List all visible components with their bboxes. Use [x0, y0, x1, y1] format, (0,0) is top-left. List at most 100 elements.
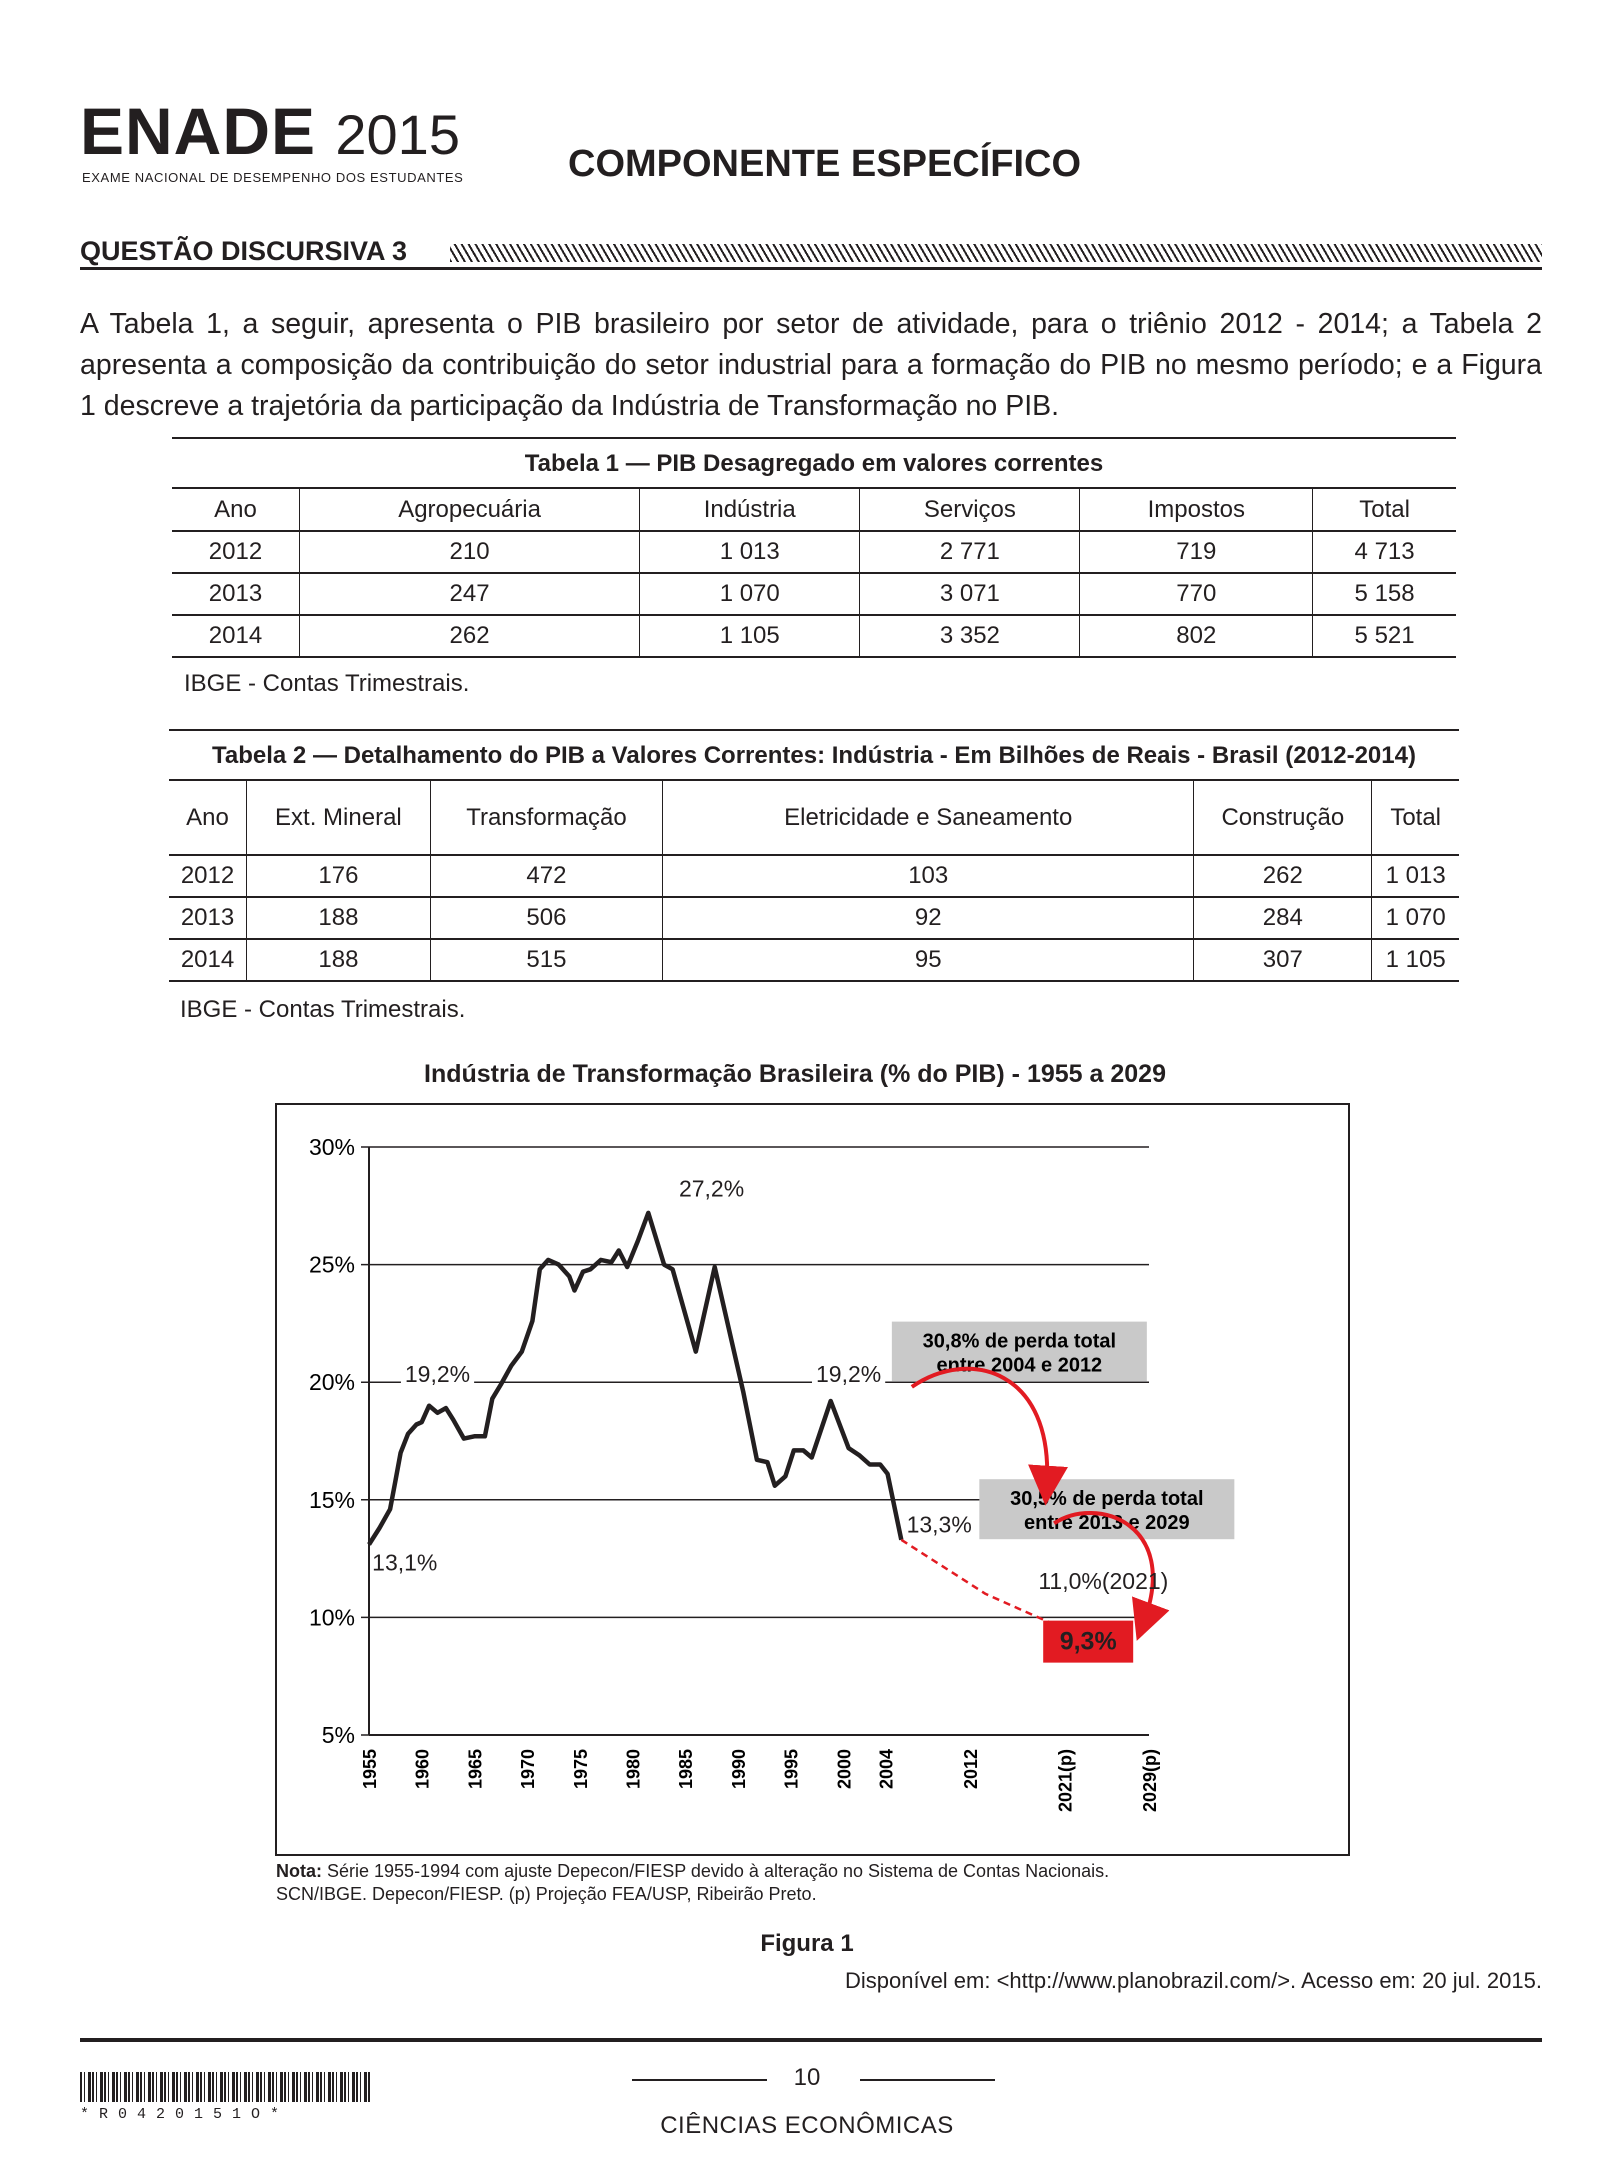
figure-source: Disponível em: <http://www.planobrazil.c…	[844, 1968, 1542, 1993]
chart-title: Indústria de Transformação Brasileira (%…	[424, 1060, 1166, 1088]
y-tick-label: 5%	[322, 1722, 355, 1748]
table-row: 2014 188 515 95 307 1 105	[169, 939, 1459, 982]
table-2-cell-2-2: 515	[429, 939, 663, 982]
line-chart: 30% 25% 20% 15% 10% 5%1955 1960 1965 1970 1975 198…	[309, 1134, 1235, 1812]
table-2-header-0: Ano	[169, 781, 247, 856]
x-tick-label: 2012	[961, 1749, 981, 1789]
x-tick-label: 1975	[571, 1749, 591, 1789]
highlight-box	[1043, 1620, 1134, 1663]
callout-box-1-line-1: 30,8% de perda total	[923, 1331, 1116, 1353]
enade-logo: ENADE 2015	[80, 98, 460, 168]
annotation-label: 13,3%	[907, 1512, 972, 1538]
logo-subtitle: EXAME NACIONAL DE DESEMPENHO DOS ESTUDAN…	[82, 170, 464, 185]
table-2-source: IBGE - Contas Trimestrais.	[180, 996, 466, 1023]
annotation-label: 19,2%	[405, 1361, 470, 1387]
table-1-cell-2-4: 802	[1079, 615, 1313, 658]
logo-year: 2015	[335, 103, 460, 166]
table-1: Tabela 1 — PIB Desagregado em valores co…	[172, 437, 1456, 658]
table-2-header-1: Ext. Mineral	[246, 781, 431, 856]
x-tick-label: 2000	[834, 1749, 854, 1789]
table-row: 2012 176 472 103 262 1 013	[169, 855, 1459, 898]
x-tick-label: 1980	[624, 1749, 644, 1789]
y-tick-label: 30%	[309, 1134, 355, 1160]
table-1-header-2: Indústria	[639, 489, 860, 532]
y-tick-label: 25%	[309, 1252, 355, 1278]
projection-line	[900, 1538, 1066, 1631]
table-2-caption: Tabela 2 — Detalhamento do PIB a Valores…	[169, 729, 1459, 781]
annotation-label: 11,0%(2021)	[1038, 1568, 1168, 1594]
callout-box-2-line-1: 30,5% de perda total	[1010, 1488, 1203, 1510]
table-2-cell-1-5: 1 070	[1371, 897, 1459, 940]
table-1-source: IBGE - Contas Trimestrais.	[184, 670, 470, 697]
table-2-cell-0-4: 262	[1193, 855, 1372, 898]
x-tick-label: 1990	[729, 1749, 749, 1789]
table-1-cell-2-0: 2014	[172, 615, 300, 658]
table-1-cell-2-2: 1 105	[639, 615, 860, 658]
callout-box-2	[979, 1479, 1235, 1540]
y-tick-label: 20%	[309, 1369, 355, 1395]
course-name: CIÊNCIAS ECONÔMICAS	[660, 2112, 954, 2139]
callout-box-1-line-2: entre 2004 e 2012	[937, 1355, 1103, 1377]
table-2-cell-1-1: 188	[246, 897, 431, 940]
table-row: 2013 188 506 92 284 1 070	[169, 897, 1459, 940]
table-1-header-3: Serviços	[859, 489, 1080, 532]
highlight-label: 9,3%	[1060, 1628, 1117, 1656]
x-tick-label: 2029(p)	[1140, 1749, 1160, 1812]
page-number: 10	[793, 2064, 821, 2091]
footer-rule	[80, 2038, 1542, 2042]
table-2-cell-0-0: 2012	[169, 855, 247, 898]
annotation-label: 13,1%	[372, 1549, 437, 1575]
table-1-header-1: Agropecuária	[298, 489, 640, 532]
table-1-cell-0-5: 4 713	[1312, 531, 1456, 574]
table-1-cell-1-0: 2013	[172, 573, 300, 616]
x-tick-label: 1995	[782, 1749, 802, 1789]
table-2-cell-2-5: 1 105	[1371, 939, 1459, 982]
logo-word: ENADE	[80, 94, 317, 168]
table-2-header-2: Transformação	[429, 781, 663, 856]
table-2-cell-2-4: 307	[1193, 939, 1372, 982]
table-1-cell-2-5: 5 521	[1312, 615, 1456, 658]
table-1-header-0: Ano	[172, 489, 300, 532]
table-1-cell-1-2: 1 070	[639, 573, 860, 616]
table-2-cell-0-3: 103	[662, 855, 1194, 898]
table-2-cell-0-1: 176	[246, 855, 431, 898]
hatch-divider	[450, 244, 1542, 262]
table-1-cell-0-1: 210	[298, 531, 640, 574]
annotation-label: 27,2%	[679, 1175, 744, 1201]
x-tick-label: 1955	[360, 1749, 380, 1789]
table-2-header-3: Eletricidade e Saneamento	[662, 781, 1194, 856]
callout-box-1	[891, 1321, 1147, 1382]
x-tick-label: 2021(p)	[1056, 1749, 1076, 1812]
table-1-cell-1-4: 770	[1079, 573, 1313, 616]
note-label: Nota:	[276, 1861, 322, 1881]
table-2-cell-1-0: 2013	[169, 897, 247, 940]
table-1-caption: Tabela 1 — PIB Desagregado em valores co…	[172, 437, 1456, 489]
series-line	[367, 1210, 904, 1546]
x-tick-label: 1970	[518, 1749, 538, 1789]
table-2-cell-0-2: 472	[429, 855, 663, 898]
x-tick-label: 1960	[413, 1749, 433, 1789]
note-text: Série 1955-1994 com ajuste Depecon/FIESP…	[322, 1861, 1110, 1881]
table-row: 2014 262 1 105 3 352 802 5 521	[172, 615, 1456, 658]
arrow-2004-2012	[910, 1366, 1068, 1506]
table-2-header-5: Total	[1371, 781, 1459, 856]
annotation-label: 19,2%	[816, 1361, 881, 1387]
x-tick-label: 1965	[465, 1749, 485, 1789]
table-2-cell-0-5: 1 013	[1371, 855, 1459, 898]
table-1-cell-2-3: 3 352	[859, 615, 1080, 658]
figure-caption: Figura 1	[760, 1930, 854, 1957]
table-1-header-5: Total	[1312, 489, 1456, 532]
table-2: Tabela 2 — Detalhamento do PIB a Valores…	[169, 729, 1459, 982]
figure-note: Nota: Série 1955-1994 com ajuste Depecon…	[276, 1860, 1109, 1906]
chart-frame: 30% 25% 20% 15% 10% 5% 1955 1960 1965 1970 1975 198…	[275, 1103, 1350, 1856]
page-line-left	[632, 2079, 767, 2081]
note-line-2: SCN/IBGE. Depecon/FIESP. (p) Projeção FE…	[276, 1884, 817, 1904]
table-1-header-4: Impostos	[1079, 489, 1313, 532]
label-backdrop	[811, 1361, 886, 1388]
question-title: QUESTÃO DISCURSIVA 3	[80, 236, 408, 266]
x-tick-label: 2004	[876, 1749, 896, 1789]
y-tick-label: 15%	[309, 1487, 355, 1513]
page-line-right	[860, 2079, 995, 2081]
x-tick-label: 1985	[676, 1749, 696, 1789]
table-2-cell-2-1: 188	[246, 939, 431, 982]
